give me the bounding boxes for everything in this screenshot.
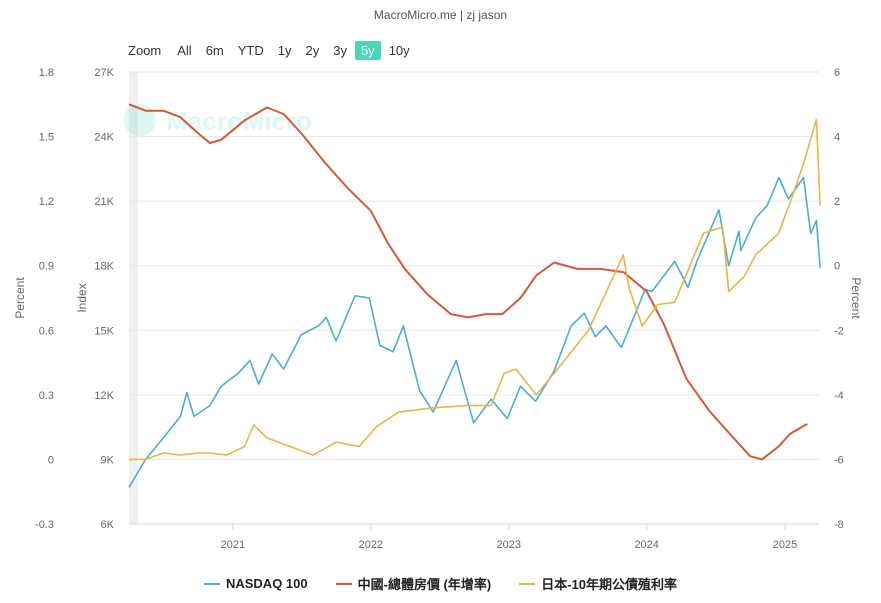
right-percent-axis-title: Percent [849,277,863,319]
legend-label-nasdaq: NASDAQ 100 [225,576,308,591]
series-line-nasdaq [128,176,821,488]
left-index-tick-label: 18K [94,261,114,273]
left-percent-tick-label: 0.9 [39,261,54,273]
series-line-japan [129,118,821,461]
left-percent-axis-title: Percent [13,277,27,319]
grid-lines [129,71,819,525]
left-percent-tick-label: 0 [48,454,54,466]
series-lines [128,103,821,488]
zoom-bar: Zoom All 6m YTD 1y 2y 3y 5y 10y [128,40,418,60]
zoom-label: Zoom [128,42,162,58]
zoom-1y-button[interactable]: 1y [277,42,292,58]
x-axis-ticks: 2021 2022 2023 2024 2025 [129,523,819,551]
left-index-tick-label: 9K [101,454,115,466]
left-percent-tick-label: -0.3 [35,519,54,531]
left-index-tick-label: 21K [94,196,114,208]
legend-swatch-japan [519,582,536,585]
legend-item-japan-10y-yield[interactable]: 日本-10年期公債殖利率 [519,574,677,593]
legend-item-china-house-price[interactable]: 中國-總體房價 (年增率) [335,574,492,593]
watermark-text: MacroMicro [166,106,312,136]
left-percent-axis-ticks: 1.8 1.5 1.2 0.9 0.6 0.3 0 -0.3 [35,67,54,531]
left-index-tick-label: 6K [101,519,115,531]
left-index-tick-label: 12K [94,390,114,402]
left-index-axis-title: Index [75,283,89,312]
left-index-tick-label: 27K [94,67,114,79]
zoom-3y-button[interactable]: 3y [333,42,347,58]
x-tick-label: 2023 [497,539,521,551]
x-tick-label: 2021 [221,539,245,551]
x-tick-label: 2024 [634,539,658,551]
left-percent-tick-label: 1.5 [39,132,54,144]
zoom-10y-button[interactable]: 10y [388,42,410,58]
legend-swatch-nasdaq [203,582,220,585]
zoom-ytd-button[interactable]: YTD [237,42,264,58]
left-percent-tick-label: 0.6 [39,325,54,337]
right-percent-tick-label: 6 [834,67,840,79]
legend: NASDAQ 100 中國-總體房價 (年增率) 日本-10年期公債殖利率 [0,574,881,593]
right-percent-tick-label: -2 [834,325,844,337]
right-percent-tick-label: 2 [834,196,840,208]
right-percent-tick-label: 4 [834,132,840,144]
right-percent-axis-ticks: 6 4 2 0 -2 -4 -6 -8 [834,67,844,531]
zoom-2y-button[interactable]: 2y [305,42,320,58]
navigator-edge [129,72,138,524]
zoom-6m-button[interactable]: 6m [205,42,224,58]
legend-label-china: 中國-總體房價 (年增率) [357,577,492,592]
left-index-tick-label: 15K [94,325,114,337]
legend-item-nasdaq[interactable]: NASDAQ 100 [203,574,308,593]
left-index-axis-ticks: 27K 24K 21K 18K 15K 12K 9K 6K [94,67,114,531]
right-percent-tick-label: -4 [834,390,844,402]
x-tick-label: 2025 [773,539,797,551]
chart-credit: MacroMicro.me | zj jason [373,8,508,22]
right-percent-tick-label: -8 [834,519,844,531]
watermark: MacroMicro [124,104,312,136]
left-percent-tick-label: 1.2 [39,196,54,208]
right-percent-tick-label: -6 [834,454,844,466]
left-index-tick-label: 24K [94,132,114,144]
zoom-5y-button[interactable]: 5y [354,40,381,60]
right-percent-tick-label: 0 [834,261,840,273]
legend-swatch-china [335,582,352,585]
zoom-all-button[interactable]: All [177,42,192,58]
x-tick-label: 2022 [359,539,383,551]
left-percent-tick-label: 0.3 [39,390,54,402]
series-line-china [128,103,808,461]
legend-label-japan: 日本-10年期公債殖利率 [541,577,678,592]
left-percent-tick-label: 1.8 [39,67,54,79]
watermark-logo-icon [124,104,156,136]
